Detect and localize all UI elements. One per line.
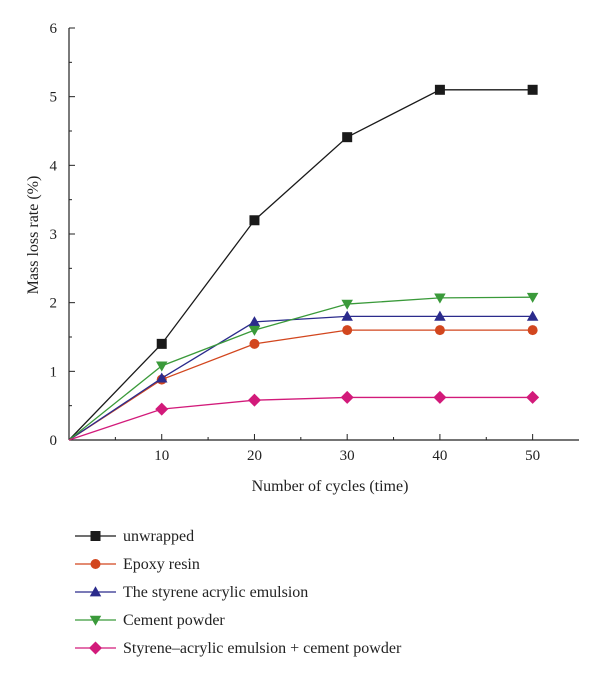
y-tick-label: 0: [50, 433, 58, 449]
data-point: [155, 372, 168, 383]
data-point: [247, 393, 261, 407]
data-point: [434, 310, 446, 321]
series-line: [68, 329, 533, 441]
y-tick-label: 1: [50, 364, 58, 380]
data-point: [156, 338, 167, 349]
data-point: [249, 338, 260, 349]
data-point: [249, 215, 260, 226]
x-tick-label: 10: [154, 448, 169, 464]
legend-marker: [90, 531, 101, 541]
legend: unwrapped Epoxy resin The styrene acrylic …: [75, 528, 402, 657]
data-point: [340, 390, 354, 404]
data-point: [342, 132, 353, 143]
y-tick-label: 6: [50, 21, 58, 37]
series-4: [68, 390, 540, 441]
legend-item: Styrene–acrylic emulsion + cement powder: [75, 640, 402, 657]
data-point: [526, 292, 539, 303]
legend-item: The styrene acrylic emulsion: [75, 584, 308, 601]
data-point: [434, 84, 445, 95]
legend-marker: [89, 615, 102, 626]
legend-label: The styrene acrylic emulsion: [123, 584, 308, 601]
x-axis-label: Number of cycles (time): [252, 478, 409, 495]
legend-marker: [89, 586, 102, 597]
data-point: [248, 316, 261, 327]
legend-item: Epoxy resin: [75, 556, 200, 573]
legend-item: Cement powder: [75, 612, 225, 629]
series-1: [68, 325, 538, 441]
data-point: [434, 293, 446, 304]
y-tick-label: 5: [50, 90, 58, 106]
data-point: [527, 325, 538, 336]
data-point: [155, 402, 169, 416]
series-line: [68, 396, 533, 441]
series-line: [68, 315, 533, 441]
data-point: [341, 299, 353, 310]
data-point: [341, 310, 353, 321]
x-tick-label: 50: [525, 448, 540, 464]
x-tick-label: 30: [340, 448, 355, 464]
legend-label: Styrene–acrylic emulsion + cement powder: [123, 640, 402, 657]
series-line: [68, 89, 533, 441]
axes: 0 1 2 3 4 5 6 10 20 30 40 50: [50, 21, 579, 464]
series-layer: [68, 84, 540, 441]
x-tick-label: 20: [247, 448, 262, 464]
y-tick-label: 3: [50, 227, 58, 243]
legend-label: Epoxy resin: [123, 556, 200, 573]
data-point: [526, 310, 539, 321]
legend-marker: [90, 559, 101, 569]
legend-item: unwrapped: [75, 528, 194, 545]
y-tick-label: 2: [50, 296, 58, 312]
data-point: [248, 325, 261, 336]
series-line: [68, 296, 533, 441]
series-0: [68, 84, 538, 441]
data-point: [527, 84, 538, 95]
data-point: [433, 390, 447, 404]
legend-label: Cement powder: [123, 612, 225, 629]
data-point: [155, 361, 168, 372]
legend-marker: [89, 641, 102, 655]
data-point: [526, 390, 540, 404]
series-2: [68, 310, 539, 441]
x-tick-label: 40: [432, 448, 447, 464]
y-tick-label: 4: [50, 158, 58, 174]
y-axis-label: Mass loss rate (%): [25, 176, 42, 295]
data-point: [434, 325, 445, 336]
data-point: [342, 325, 353, 336]
legend-label: unwrapped: [123, 528, 194, 545]
series-3: [68, 292, 539, 441]
